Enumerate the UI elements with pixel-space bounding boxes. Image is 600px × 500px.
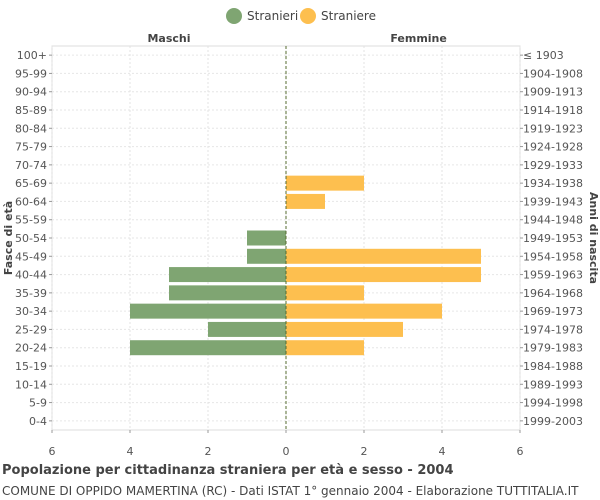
- age-label: 10-14: [15, 378, 47, 391]
- birth-year-label: 1989-1993: [523, 378, 583, 391]
- birth-year-label: 1929-1933: [523, 159, 583, 172]
- birth-year-label: 1999-2003: [523, 415, 583, 428]
- birth-year-label: 1984-1988: [523, 360, 583, 373]
- bar-straniere-40-44: [286, 267, 481, 283]
- age-label: 55-59: [15, 214, 47, 227]
- birth-year-label: 1909-1913: [523, 86, 583, 99]
- pyramid-chart: 100+ ≤ 1903 95-99 1904-1908 90-94 1909-1913 85…: [2, 8, 600, 458]
- chart-subtitle: COMUNE DI OPPIDO MAMERTINA (RC) - Dati I…: [2, 484, 579, 498]
- bar-straniere-25-29: [286, 321, 403, 337]
- header-femmine: Femmine: [390, 32, 447, 45]
- birth-year-label: 1994-1998: [523, 397, 583, 410]
- age-label: 50-54: [15, 232, 47, 245]
- y-axis-title-right: Anni di nascita: [587, 192, 600, 284]
- y-axis-title-left: Fasce di età: [2, 201, 15, 275]
- birth-year-label: 1964-1968: [523, 287, 583, 300]
- x-tick-label: 0: [283, 445, 290, 458]
- age-label: 70-74: [15, 159, 47, 172]
- age-label: 5-9: [29, 397, 47, 410]
- birth-year-label: 1944-1948: [523, 214, 583, 227]
- bar-stranieri-45-49: [247, 248, 286, 264]
- bar-stranieri-30-34: [130, 303, 286, 319]
- birth-year-label: 1969-1973: [523, 305, 583, 318]
- birth-year-label: 1959-1963: [523, 269, 583, 282]
- age-label: 15-19: [15, 360, 47, 373]
- birth-year-label: 1949-1953: [523, 232, 583, 245]
- bars: [130, 175, 481, 356]
- age-label: 65-69: [15, 177, 47, 190]
- age-label: 30-34: [15, 305, 47, 318]
- birth-year-label: 1924-1928: [523, 141, 583, 154]
- age-label: 95-99: [15, 67, 47, 80]
- age-label: 85-89: [15, 104, 47, 117]
- bar-straniere-20-24: [286, 340, 364, 356]
- birth-year-label: 1974-1978: [523, 323, 583, 336]
- legend-marker-stranieri: [226, 8, 242, 24]
- age-label: 35-39: [15, 287, 47, 300]
- age-label: 0-4: [29, 415, 47, 428]
- birth-year-label: 1954-1958: [523, 250, 583, 263]
- legend-marker-straniere: [300, 8, 316, 24]
- age-label: 45-49: [15, 250, 47, 263]
- birth-year-label: 1904-1908: [523, 67, 583, 80]
- age-label: 60-64: [15, 195, 47, 208]
- header-maschi: Maschi: [147, 32, 190, 45]
- bar-straniere-35-39: [286, 285, 364, 301]
- birth-year-label: 1934-1938: [523, 177, 583, 190]
- bar-stranieri-25-29: [208, 321, 286, 337]
- age-label: 20-24: [15, 342, 47, 355]
- x-tick-label: 2: [361, 445, 368, 458]
- x-tick-label: 6: [517, 445, 524, 458]
- birth-year-label: 1919-1923: [523, 122, 583, 135]
- age-label: 90-94: [15, 86, 47, 99]
- chart-title: Popolazione per cittadinanza straniera p…: [2, 463, 454, 478]
- bar-straniere-30-34: [286, 303, 442, 319]
- age-label: 100+: [17, 49, 47, 62]
- legend: Stranieri Straniere: [226, 8, 376, 24]
- bar-stranieri-20-24: [130, 340, 286, 356]
- axes: [49, 46, 523, 433]
- bar-stranieri-50-54: [247, 230, 286, 246]
- legend-label-stranieri: Stranieri: [247, 9, 298, 23]
- labels: 100+ ≤ 1903 95-99 1904-1908 90-94 1909-1913 85…: [2, 32, 600, 458]
- birth-year-label: 1979-1983: [523, 342, 583, 355]
- bar-stranieri-40-44: [169, 267, 286, 283]
- bar-straniere-45-49: [286, 248, 481, 264]
- age-label: 40-44: [15, 269, 47, 282]
- birth-year-label: ≤ 1903: [523, 49, 564, 62]
- bar-straniere-60-64: [286, 193, 325, 209]
- birth-year-label: 1914-1918: [523, 104, 583, 117]
- age-label: 25-29: [15, 323, 47, 336]
- x-tick-label: 4: [439, 445, 446, 458]
- age-label: 75-79: [15, 141, 47, 154]
- x-tick-label: 2: [205, 445, 212, 458]
- birth-year-label: 1939-1943: [523, 195, 583, 208]
- x-tick-label: 6: [49, 445, 56, 458]
- x-tick-label: 4: [127, 445, 134, 458]
- bar-straniere-65-69: [286, 175, 364, 191]
- legend-label-straniere: Straniere: [321, 9, 376, 23]
- bar-stranieri-35-39: [169, 285, 286, 301]
- age-label: 80-84: [15, 122, 47, 135]
